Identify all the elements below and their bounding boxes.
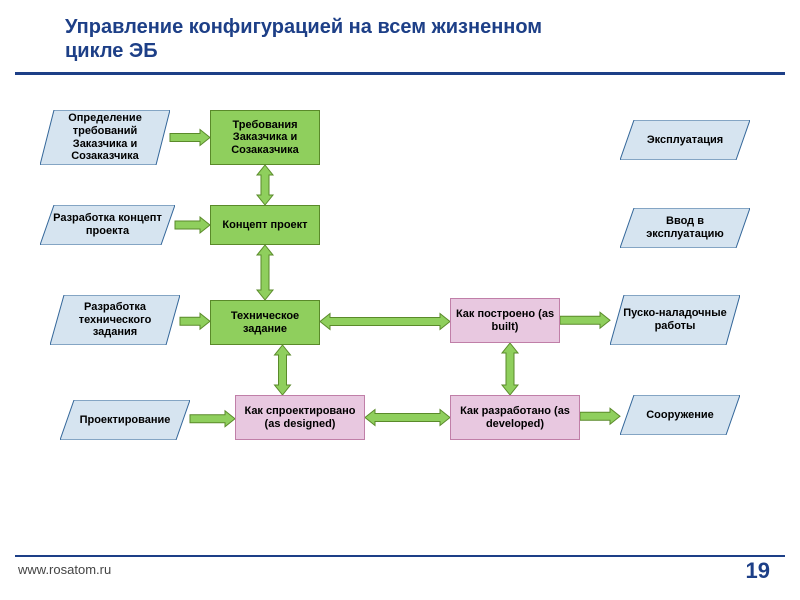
title-rule xyxy=(15,72,785,75)
page-number: 19 xyxy=(746,558,770,584)
footer-url: www.rosatom.ru xyxy=(18,562,111,577)
node-n_asdev: Как разработано (as developed) xyxy=(450,395,580,440)
diagram-stage: Определение требований Заказчика и Созак… xyxy=(0,90,800,550)
node-n_tz: Техническое задание xyxy=(210,300,320,345)
node-n_req: Требования Заказчика и Созаказчика xyxy=(210,110,320,165)
node-n_commiss: Ввод в эксплуатацию xyxy=(620,208,750,248)
footer-rule xyxy=(15,555,785,557)
node-n_construct: Сооружение xyxy=(620,395,740,435)
node-n_design: Проектирование xyxy=(60,400,190,440)
node-n_req_def: Определение требований Заказчика и Созак… xyxy=(40,110,170,165)
node-n_concept_dev: Разработка концепт проекта xyxy=(40,205,175,245)
node-n_expl: Эксплуатация xyxy=(620,120,750,160)
page-title: Управление конфигурацией на всем жизненн… xyxy=(65,15,545,63)
node-n_concept: Концепт проект xyxy=(210,205,320,245)
node-n_tz_dev: Разработка технического задания xyxy=(50,295,180,345)
node-n_asdesigned: Как спроектировано (as designed) xyxy=(235,395,365,440)
node-n_asbuilt: Как построено (as built) xyxy=(450,298,560,343)
node-n_startup: Пуско-наладочные работы xyxy=(610,295,740,345)
